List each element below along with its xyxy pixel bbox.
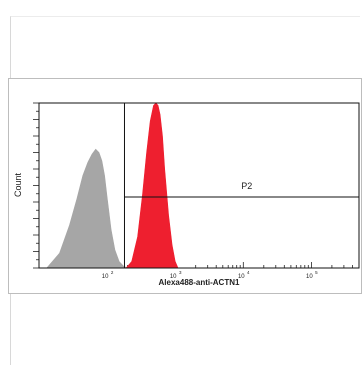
plot-area-border [38, 102, 360, 269]
x-tick-exponent: 5 [315, 270, 318, 275]
x-tick-exponent: 4 [247, 270, 250, 275]
x-tick-label: 10 [170, 274, 177, 280]
x-tick-exponent: 2 [111, 270, 114, 275]
y-axis-ticks [33, 102, 39, 269]
x-axis-label: Alexa488-anti-ACTN1 [159, 278, 240, 287]
gate-layer: P2 [123, 103, 359, 268]
y-axis-label: Count [13, 173, 23, 198]
series-layer [46, 102, 179, 269]
histogram-series-2 [125, 102, 179, 269]
histogram-panel: 10 2 10 3 10 4 10 5 P2 Count Alexa488-anti-ACTN… [8, 78, 362, 294]
x-tick-label: 10 [306, 274, 313, 280]
gate-label: P2 [241, 181, 252, 191]
histogram-series-1 [46, 148, 128, 269]
x-tick-label: 10 [102, 274, 109, 280]
x-tick-exponent: 3 [179, 270, 182, 275]
x-tick-label: 10 [238, 274, 245, 280]
